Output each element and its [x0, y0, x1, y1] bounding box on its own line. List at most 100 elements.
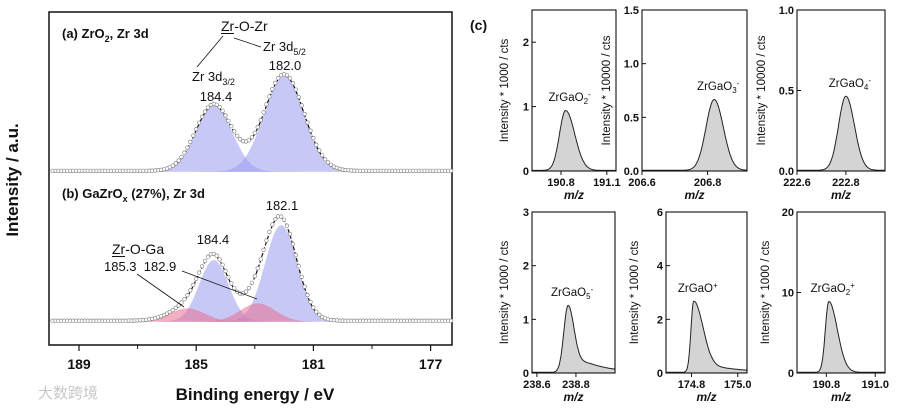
data-point — [194, 276, 199, 282]
data-point — [249, 135, 254, 140]
data-point — [243, 289, 249, 294]
xps-x-axis-title: Binding energy / eV — [176, 385, 335, 404]
x-tick-label: 175.0 — [724, 379, 752, 391]
x-tick-label: 185 — [185, 356, 209, 372]
data-point — [229, 281, 234, 286]
x-tick-label: 177 — [419, 356, 443, 372]
sims-panel-4: 0 1 2 3 238.6 238.8m/z Intensity * 1000 / cts Z… — [499, 207, 616, 404]
y-tick-label: 0.5 — [624, 112, 639, 124]
data-point — [287, 232, 293, 237]
x-tick-label: 222.6 — [783, 177, 811, 189]
data-point — [238, 137, 243, 142]
y-axis-title: Intensity * 1000 / cts — [760, 240, 772, 344]
data-point — [197, 270, 202, 275]
component-peak-182-9 — [169, 303, 346, 322]
data-point — [305, 120, 310, 125]
data-point — [226, 275, 231, 280]
peak-line — [532, 109, 616, 171]
peak-area — [532, 110, 616, 171]
x-axis-title: m/z — [831, 188, 851, 202]
y-tick-label: 0 — [523, 368, 529, 380]
x-tick-label: 190.8 — [547, 177, 575, 189]
data-point — [290, 242, 296, 247]
data-point — [261, 247, 266, 252]
y-tick-label: 2 — [523, 261, 529, 273]
data-point — [220, 262, 225, 267]
y-tick-label: 1.5 — [624, 5, 639, 17]
peak-area — [797, 96, 885, 171]
peak-line — [797, 300, 885, 373]
peak-value-184-4-b: 184.4 — [197, 232, 230, 247]
data-point — [170, 308, 175, 313]
data-point — [273, 217, 278, 222]
component-peak-184-4 — [125, 260, 302, 322]
sims-panel-6: 0 10 20 190.8 191.0 m/z Intensity * 1000 / cts… — [760, 207, 889, 404]
component-peak-185-3 — [99, 308, 276, 322]
data-point — [299, 274, 304, 280]
data-point — [311, 305, 316, 310]
data-point — [185, 145, 190, 150]
data-point — [296, 94, 301, 100]
y-tick-label: 0 — [523, 166, 529, 178]
data-point — [205, 254, 210, 259]
y-tick-label: 0 — [657, 368, 663, 380]
data-point — [308, 128, 313, 133]
data-point — [188, 288, 193, 293]
data-point — [261, 110, 266, 115]
data-point — [305, 292, 310, 298]
data-point — [323, 157, 328, 162]
y-tick-label: 2 — [523, 37, 529, 49]
data-point — [173, 161, 178, 166]
panel-frame — [531, 211, 616, 374]
xps-chart: 189 185 181 177 Intensity / a.u. Binding en… — [3, 11, 454, 404]
data-point — [449, 318, 454, 323]
x-axis-title: m/z — [831, 390, 851, 404]
species-label: ZrGaO3- — [697, 79, 740, 95]
data-point — [317, 312, 322, 317]
peak-line — [666, 300, 747, 373]
y-tick-label: 4 — [657, 261, 664, 273]
y-tick-label: 2 — [657, 314, 663, 326]
y-tick-label: 10 — [782, 288, 794, 300]
data-point — [299, 103, 304, 108]
data-point — [264, 238, 269, 243]
data-point — [223, 113, 228, 118]
data-point — [320, 153, 325, 158]
zr-o-ga-values: 185.3 182.9 — [104, 259, 176, 274]
panel-label-c: (c) — [470, 17, 487, 33]
xps-frame — [48, 11, 453, 346]
y-axis-title: Intensity * 10000 / cts — [601, 35, 613, 145]
data-point — [314, 309, 319, 314]
data-point — [258, 117, 263, 123]
data-point — [282, 217, 287, 222]
leader-line — [196, 35, 224, 68]
x-axis-title: m/z — [564, 188, 584, 202]
y-tick-label: 20 — [782, 207, 794, 219]
data-point — [270, 87, 275, 92]
y-axis-title: Intensity * 10000 / cts — [756, 35, 768, 145]
zr-o-ga-label: Zr-O-Ga — [112, 241, 164, 257]
data-point — [284, 223, 290, 228]
data-point — [205, 105, 210, 110]
data-point — [176, 158, 181, 163]
data-point — [267, 229, 272, 234]
watermark: 大数跨境 — [38, 384, 98, 402]
data-point — [255, 124, 260, 130]
x-tick-label: 206.6 — [628, 177, 656, 189]
data-point — [167, 309, 172, 315]
data-point — [202, 258, 208, 264]
data-point — [235, 133, 240, 138]
x-tick-label: 222.8 — [832, 177, 860, 189]
species-label: ZrGaO4- — [829, 76, 872, 92]
panel-frame — [531, 9, 617, 172]
data-point — [191, 282, 196, 288]
peak-value-182-1: 182.1 — [266, 198, 299, 213]
x-axis-title: m/z — [684, 188, 704, 202]
y-tick-label: 6 — [657, 207, 663, 219]
data-point — [302, 284, 307, 289]
data-point — [311, 136, 316, 141]
y-tick-label: 1 — [523, 314, 529, 326]
x-tick-label: 206.8 — [694, 177, 722, 189]
x-tick-label: 191.1 — [593, 177, 621, 189]
data-point — [314, 142, 319, 147]
